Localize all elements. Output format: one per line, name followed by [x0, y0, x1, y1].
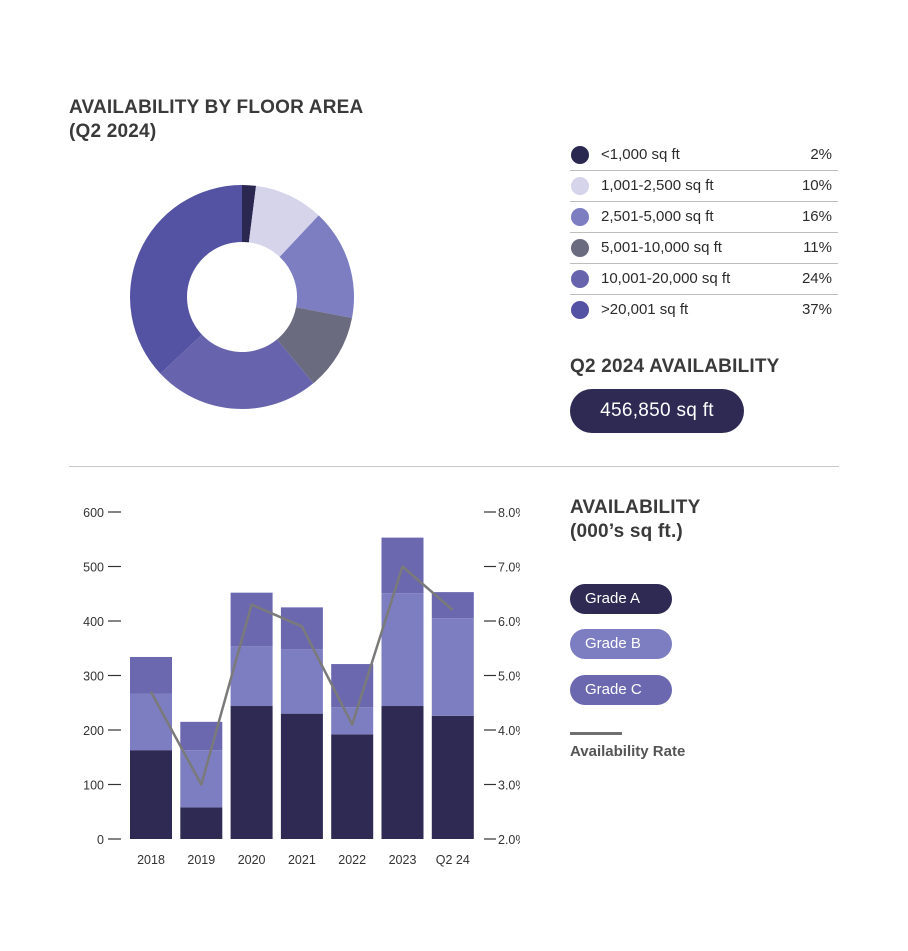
availability-summary-title: Q2 2024 AVAILABILITY	[570, 356, 780, 377]
legend-row: 2,501-5,000 sq ft 16%	[570, 202, 838, 233]
legend-label: 1,001-2,500 sq ft	[601, 177, 714, 194]
y-left-tick-label: 0	[97, 833, 104, 847]
availability-rate-legend-label: Availability Rate	[570, 743, 686, 760]
y-right-tick-label: 7.0%	[498, 561, 520, 575]
legend-row: >20,001 sq ft 37%	[570, 295, 838, 325]
donut-slice-0	[242, 185, 257, 243]
donut-slice-1	[248, 185, 319, 257]
y-left-tick-label: 600	[83, 506, 104, 520]
y-right-tick-label: 4.0%	[498, 724, 520, 738]
bar-grade-a-0	[130, 750, 172, 839]
legend-value: 24%	[801, 270, 832, 287]
y-left-tick-label: 200	[83, 724, 104, 738]
y-right-tick-label: 2.0%	[498, 833, 520, 847]
bar-grade-a-6	[431, 715, 474, 839]
legend-label: 2,501-5,000 sq ft	[601, 208, 714, 225]
x-tick-label: 2019	[187, 853, 215, 867]
y-left-tick-label: 500	[83, 561, 104, 575]
bar-title-line2: (000’s sq ft.)	[570, 521, 683, 542]
legend-value: 37%	[801, 301, 832, 318]
x-tick-label: 2018	[137, 853, 165, 867]
legend-label: >20,001 sq ft	[601, 301, 689, 318]
bar-chart-title: AVAILABILITY (000’s sq ft.)	[570, 496, 700, 544]
legend-grade-c: Grade C	[570, 675, 672, 705]
legend-row: 1,001-2,500 sq ft 10%	[570, 171, 838, 202]
bar-grade-b-0	[130, 693, 172, 751]
bar-grade-c-4	[331, 664, 374, 708]
donut-chart-title: AVAILABILITY BY FLOOR AREA (Q2 2024)	[69, 96, 363, 144]
y-right-tick-label: 6.0%	[498, 615, 520, 629]
section-divider	[69, 466, 839, 467]
bar-grade-c-2	[230, 592, 273, 647]
legend-label: <1,000 sq ft	[601, 146, 680, 163]
donut-slice-3	[277, 307, 353, 384]
y-left-tick-label: 100	[83, 779, 104, 793]
y-right-tick-label: 8.0%	[498, 506, 520, 520]
donut-slice-4	[160, 334, 314, 409]
legend-grade-b: Grade B	[570, 629, 672, 659]
legend-value: 2%	[810, 146, 832, 163]
y-right-tick-label: 5.0%	[498, 670, 520, 684]
legend-row: <1,000 sq ft 2%	[570, 140, 838, 171]
y-left-tick-label: 300	[83, 670, 104, 684]
legend-swatch	[571, 239, 589, 257]
legend-swatch	[571, 301, 589, 319]
bar-grade-a-4	[331, 734, 374, 839]
legend-value: 16%	[801, 208, 832, 225]
legend-swatch	[571, 270, 589, 288]
legend-label: 5,001-10,000 sq ft	[601, 239, 722, 256]
legend-row: 5,001-10,000 sq ft 11%	[570, 233, 838, 264]
x-tick-label: 2022	[338, 853, 366, 867]
availability-bar-chart: 600 500 400 300 200 100 0 8.0% 7.0% 6.0% 5.0% 4.0% 3…	[83, 506, 520, 867]
legend-grade-a: Grade A	[570, 584, 672, 614]
donut-legend: <1,000 sq ft 2% 1,001-2,500 sq ft 10% 2,…	[570, 140, 838, 325]
legend-value: 10%	[801, 177, 832, 194]
donut-slice-2	[279, 215, 354, 318]
x-tick-label: 2023	[389, 853, 417, 867]
x-tick-label: 2020	[238, 853, 266, 867]
donut-title-line1: AVAILABILITY BY FLOOR AREA	[69, 97, 364, 118]
donut-slice-5	[130, 185, 242, 374]
legend-row: 10,001-20,000 sq ft 24%	[570, 264, 838, 295]
y-left-tick-label: 400	[83, 615, 104, 629]
legend-swatch	[571, 177, 589, 195]
legend-label: 10,001-20,000 sq ft	[601, 270, 731, 287]
bar-grade-b-6	[431, 618, 474, 716]
bar-grade-a-2	[230, 706, 273, 839]
bar-grade-c-0	[130, 656, 172, 694]
x-tick-label: Q2 24	[436, 853, 470, 867]
bar-grade-b-3	[280, 649, 323, 714]
legend-value: 11%	[803, 239, 832, 256]
legend-swatch	[571, 146, 589, 164]
x-tick-label: 2021	[288, 853, 316, 867]
bar-grade-a-3	[280, 713, 323, 839]
donut-title-line2: (Q2 2024)	[69, 121, 157, 142]
y-right-tick-label: 3.0%	[498, 779, 520, 793]
bar-grade-a-5	[381, 706, 424, 839]
bar-grade-a-1	[180, 807, 223, 839]
donut-chart	[130, 185, 354, 409]
availability-rate-legend-line	[570, 732, 622, 735]
legend-swatch	[571, 208, 589, 226]
bar-title-line1: AVAILABILITY	[570, 497, 701, 518]
availability-rate-line	[149, 565, 454, 786]
availability-value-badge: 456,850 sq ft	[570, 389, 744, 433]
